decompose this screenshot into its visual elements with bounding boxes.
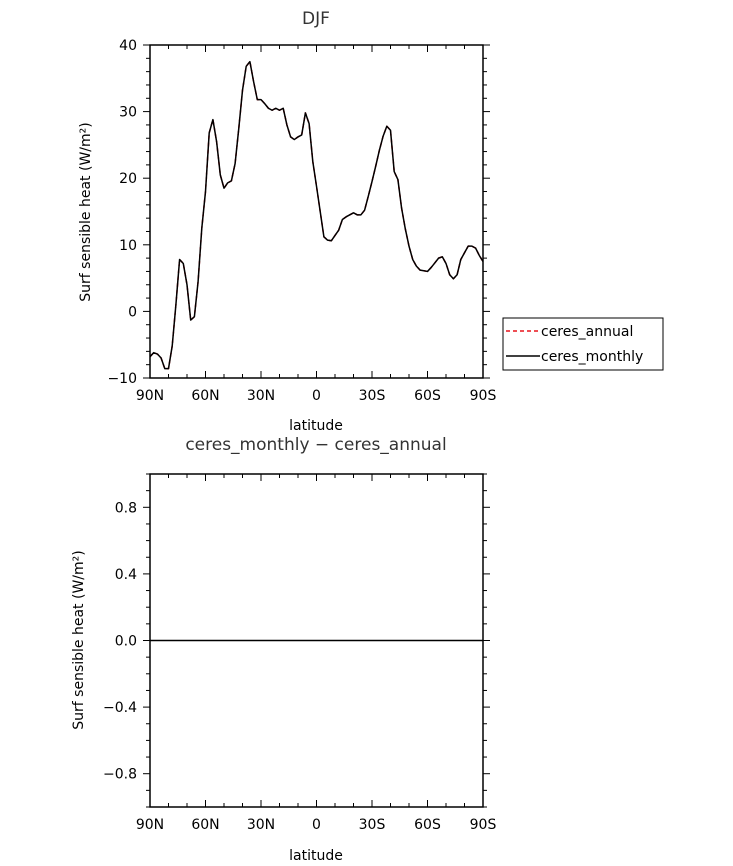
panel-bottom-x-tick-label: 60N <box>191 817 219 833</box>
panel-top-x-tick-label: 30N <box>247 388 275 404</box>
panel-top-y-tick-label: 40 <box>119 38 137 54</box>
panel-bottom-y-tick-label: −0.8 <box>103 767 137 783</box>
panel-top-y-tick-label: 30 <box>119 105 137 121</box>
panel-bottom-y-tick-labels: −0.8 −0.4 0.0 0.4 0.8 <box>103 500 137 782</box>
panel-bottom-y-tick-label: 0.0 <box>115 634 137 650</box>
panel-bottom-y-tick-label: 0.8 <box>115 500 137 516</box>
panel-top-x-axis-label: latitude <box>289 418 343 434</box>
panel-bottom-x-tick-labels: 90N 60N 30N 0 30S 60S 90S <box>136 817 497 833</box>
panel-top-frame <box>149 44 484 379</box>
panel-bottom-x-tick-label: 90N <box>136 817 164 833</box>
panel-bottom: ceres_monthly − ceres_annual −0.8 −0.4 0.0… <box>71 435 496 864</box>
legend: ceres_annual ceres_monthly <box>502 317 664 371</box>
panel-top-x-tick-label: 90S <box>470 388 497 404</box>
panel-bottom-y-tick-label: 0.4 <box>115 567 137 583</box>
panel-bottom-frame <box>149 473 484 808</box>
panel-top-y-tick-label: 10 <box>119 238 137 254</box>
panel-top-y-tick-label: 0 <box>128 304 137 320</box>
panel-top: DJF −10 0 10 20 30 40 90N 60N 30N 0 30S 60S 90S lat… <box>78 9 664 434</box>
panel-top-title: DJF <box>302 9 330 29</box>
panel-top-x-tick-label: 60S <box>414 388 441 404</box>
panel-top-y-axis-label: Surf sensible heat (W/m²) <box>78 122 94 301</box>
panel-bottom-x-tick-label: 30N <box>247 817 275 833</box>
panel-top-y-tick-label: −10 <box>107 371 137 387</box>
panel-top-y-tick-label: 20 <box>119 171 137 187</box>
panel-bottom-y-tick-label: −0.4 <box>103 700 137 716</box>
panel-top-ticks-group <box>143 44 490 379</box>
panel-top-y-tick-labels: −10 0 10 20 30 40 <box>107 38 137 387</box>
panel-bottom-title: ceres_monthly − ceres_annual <box>185 435 446 455</box>
panel-bottom-x-tick-label: 30S <box>359 817 386 833</box>
panel-bottom-x-axis-label: latitude <box>289 848 343 864</box>
panel-top-x-tick-label: 0 <box>312 388 321 404</box>
panel-bottom-x-tick-label: 0 <box>312 817 321 833</box>
legend-box <box>502 317 664 371</box>
panel-top-x-tick-labels: 90N 60N 30N 0 30S 60S 90S <box>136 388 497 404</box>
panel-bottom-y-axis-label: Surf sensible heat (W/m²) <box>71 550 87 729</box>
panel-bottom-x-tick-label: 90S <box>470 817 497 833</box>
panel-top-x-tick-label: 60N <box>191 388 219 404</box>
panel-top-x-tick-label: 30S <box>359 388 386 404</box>
legend-label-ceres-monthly: ceres_monthly <box>541 349 643 365</box>
legend-label-ceres-annual: ceres_annual <box>541 324 633 340</box>
panel-bottom-x-tick-label: 60S <box>414 817 441 833</box>
panel-top-x-tick-label: 90N <box>136 388 164 404</box>
panel-top-series-group <box>149 60 484 370</box>
panel-top-series-line-ceres-monthly <box>149 60 484 370</box>
panel-top-series-line-ceres-annual <box>149 60 484 370</box>
